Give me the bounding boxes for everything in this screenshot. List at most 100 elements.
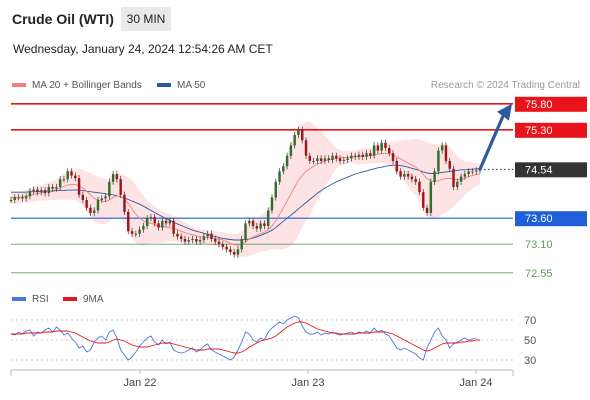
candle-body <box>274 181 277 198</box>
candle <box>206 230 209 240</box>
candle <box>55 183 58 192</box>
candle <box>316 155 319 165</box>
candle-body <box>138 229 141 234</box>
candle-body <box>221 244 225 247</box>
candle <box>365 150 368 160</box>
candle-body <box>414 179 417 182</box>
candle <box>429 178 433 217</box>
candle <box>319 155 323 165</box>
candle <box>85 196 88 211</box>
candle <box>164 217 168 227</box>
candle-body <box>406 174 410 177</box>
candle <box>335 152 338 162</box>
candle <box>251 217 255 230</box>
candle-body <box>293 135 296 146</box>
candle-body <box>217 241 221 245</box>
candle <box>255 222 259 232</box>
candle <box>92 207 96 217</box>
level-label-target: 72.55 <box>525 268 553 280</box>
candle-body <box>74 175 77 179</box>
candle <box>47 183 51 197</box>
candle-body <box>13 197 17 200</box>
candle <box>259 220 262 232</box>
candle-body <box>456 181 459 187</box>
candle <box>422 189 425 211</box>
x-tick-label: Jan 22 <box>123 377 156 389</box>
legend-swatch-rsi-ma <box>63 297 77 302</box>
candle-body <box>92 210 96 213</box>
candle <box>248 217 251 227</box>
projection-arrow-shaft <box>478 112 506 171</box>
legend-label-rsi-ma: 9MA <box>83 294 104 305</box>
candle-body <box>142 226 145 230</box>
candle-body <box>316 158 319 161</box>
candle <box>217 238 221 248</box>
candle <box>40 187 43 196</box>
candle-body <box>195 239 198 242</box>
candle-body <box>384 142 387 148</box>
candle <box>323 155 327 165</box>
candle-body <box>263 223 266 226</box>
candle-body <box>164 220 168 224</box>
candle-body <box>372 145 376 156</box>
candle <box>357 151 361 160</box>
candle-body <box>85 200 88 208</box>
candle-body <box>361 154 364 157</box>
candle-body <box>452 168 455 187</box>
candle-body <box>240 239 243 250</box>
candle <box>270 194 274 214</box>
candle-body <box>89 207 92 213</box>
candle-body <box>338 158 342 161</box>
candle-body <box>399 171 402 177</box>
candle-body <box>108 181 111 197</box>
candle <box>282 163 285 175</box>
candle <box>456 178 459 191</box>
candle-body <box>474 170 478 172</box>
candle <box>89 204 92 217</box>
candle-body <box>304 140 308 156</box>
candle-body <box>463 174 467 177</box>
candle <box>437 147 440 175</box>
last-price-label: 74.54 <box>525 164 553 176</box>
candle <box>32 186 35 195</box>
candle <box>21 194 24 202</box>
candle <box>312 157 315 165</box>
candle <box>157 220 160 231</box>
candle-body <box>153 217 156 224</box>
candle-body <box>96 200 100 211</box>
candle <box>308 152 312 165</box>
level-badge-resistance <box>515 122 587 138</box>
candle <box>214 235 217 245</box>
candle <box>70 168 73 179</box>
candle <box>77 175 81 198</box>
candle <box>127 208 130 235</box>
candle-body <box>471 171 474 173</box>
rsi-line <box>10 315 477 361</box>
legend-label-ma50: MA 50 <box>177 80 206 91</box>
rsi-tick-label: 50 <box>524 335 536 347</box>
level-badge-resistance <box>515 96 587 112</box>
candle-body <box>77 178 81 195</box>
candle-body <box>255 226 259 229</box>
candle-body <box>100 198 103 200</box>
candle-body <box>229 249 232 252</box>
candle-body <box>467 171 470 174</box>
rsi-tick-label: 70 <box>524 315 536 327</box>
candle-body <box>119 179 122 195</box>
candle <box>43 187 47 197</box>
candle-body <box>210 233 213 239</box>
candle-body <box>66 171 69 180</box>
candle <box>81 191 85 204</box>
candle-body <box>17 197 20 199</box>
candle <box>353 152 357 160</box>
projection-arrow-head <box>497 103 512 121</box>
candle <box>444 142 448 165</box>
candle-body <box>232 252 236 255</box>
candle-body <box>168 220 172 224</box>
candle-body <box>244 223 247 239</box>
candle-body <box>266 210 270 226</box>
candle <box>297 126 300 139</box>
timeframe-badge[interactable]: 30 MIN <box>121 7 171 31</box>
candle <box>327 155 330 164</box>
candle <box>202 233 206 244</box>
